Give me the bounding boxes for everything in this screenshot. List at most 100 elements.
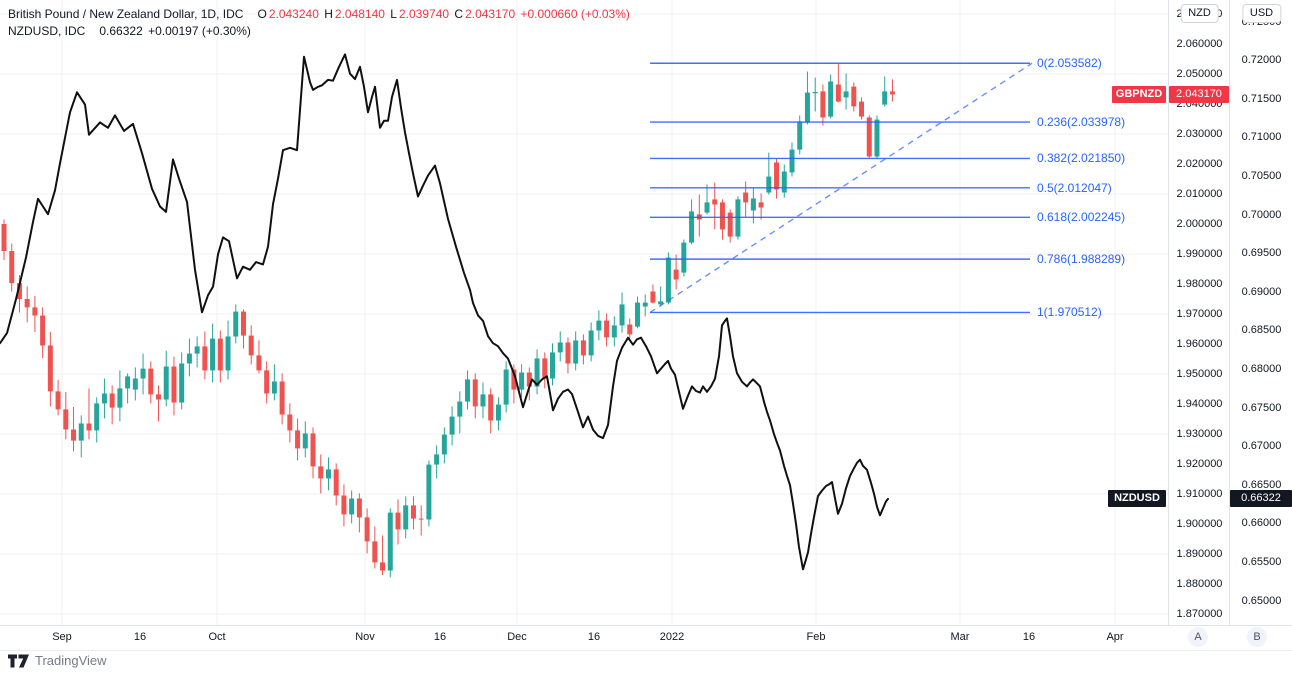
price-tick-label: 1.900000	[1176, 517, 1223, 530]
candle-down	[526, 372, 532, 387]
candle-down	[727, 212, 733, 237]
candle-down	[511, 369, 517, 390]
fib-level-label: 0.236(2.033978)	[1037, 115, 1126, 130]
price-scale-nzdusd[interactable]: 0.725000.720000.715000.710000.705000.700…	[1229, 0, 1292, 650]
candle-down	[851, 86, 857, 107]
candle-down	[743, 192, 749, 203]
candle-down	[295, 430, 301, 449]
candle-down	[372, 541, 378, 563]
time-tick-label: Nov	[355, 631, 375, 643]
price-tick-label: 2.050000	[1176, 67, 1223, 80]
candle-down	[418, 518, 424, 520]
time-axis[interactable]: Sep 16 Oct Nov 16 Dec 16 2022 Feb Mar 16 Apr	[0, 625, 1292, 651]
candle-down	[410, 505, 416, 519]
candle-up	[503, 369, 509, 405]
price-tick-label: 1.870000	[1176, 607, 1223, 620]
candle-up	[302, 433, 308, 449]
price-tick-label: 0.70500	[1241, 169, 1282, 182]
candle-down	[156, 394, 162, 400]
price-tick-label: 1.990000	[1176, 247, 1223, 260]
candle-up	[634, 302, 640, 327]
fib-level-label: 1(1.970512)	[1037, 305, 1102, 320]
price-tick-label: 0.67000	[1241, 440, 1282, 453]
nzdusd-price-badge: 0.66322	[1230, 490, 1292, 508]
candle-down	[109, 393, 115, 408]
candle-up	[789, 149, 795, 173]
candle-up	[588, 330, 594, 356]
price-tick-label: 1.890000	[1176, 547, 1223, 560]
candle-up	[179, 363, 185, 403]
price-tick-label: 0.68500	[1241, 324, 1282, 337]
candle-down	[333, 469, 339, 496]
candle-down	[758, 202, 764, 208]
candle-up	[325, 469, 331, 479]
candle-up	[186, 353, 192, 364]
price-tick-label: 2.010000	[1176, 187, 1223, 200]
candle-down	[171, 366, 177, 403]
candle-down	[604, 320, 610, 338]
fib-level-label: 0(2.053582)	[1037, 56, 1102, 71]
scale-mode-b-button[interactable]: B	[1247, 627, 1267, 647]
candle-up	[449, 416, 455, 435]
fib-level-label: 0.382(2.021850)	[1037, 151, 1126, 166]
candle-up	[233, 311, 239, 337]
candle-up	[465, 379, 471, 402]
candle-up	[573, 340, 579, 364]
candle-down	[820, 91, 826, 118]
candle-down	[889, 91, 895, 95]
price-tick-label: 1.910000	[1176, 487, 1223, 500]
price-tick-label: 0.72000	[1241, 54, 1282, 67]
candle-down	[310, 433, 316, 467]
candle-down	[364, 517, 370, 542]
candle-down	[673, 269, 679, 280]
candle-down	[774, 162, 780, 190]
candle-up	[681, 242, 687, 273]
candle-up	[735, 199, 741, 237]
candle-up	[550, 352, 556, 379]
candle-up	[403, 505, 409, 530]
candle-up	[132, 378, 138, 390]
candle-up	[658, 301, 664, 305]
scale-mode-a-button[interactable]: A	[1188, 627, 1208, 647]
candle-down	[866, 117, 872, 157]
candle-up	[163, 366, 169, 400]
price-scale-gbpnzd[interactable]: 2.0700002.0600002.0500002.0400002.030000…	[1168, 0, 1230, 650]
candle-up	[480, 394, 486, 407]
candle-up	[750, 198, 756, 211]
candle-down	[565, 342, 571, 364]
candle-up	[225, 336, 231, 371]
time-tick-label: Apr	[1106, 631, 1124, 643]
price-tick-label: 1.880000	[1176, 577, 1223, 590]
tradingview-attribution[interactable]: TradingView	[8, 653, 107, 668]
candle-up	[457, 401, 463, 417]
candle-up	[349, 498, 355, 515]
candle-down	[32, 307, 38, 316]
candle-up	[125, 376, 131, 389]
nzdusd-line-series[interactable]	[0, 53, 889, 571]
price-tick-label: 1.980000	[1176, 277, 1223, 290]
candle-down	[217, 338, 223, 371]
price-tick-label: 1.960000	[1176, 337, 1223, 350]
candle-down	[287, 414, 293, 431]
candle-up	[874, 119, 880, 157]
price-tick-label: 0.66500	[1241, 478, 1282, 491]
price-tick-label: 1.940000	[1176, 397, 1223, 410]
candle-down	[580, 340, 586, 356]
candle-down	[148, 368, 154, 395]
time-tick-label: 16	[1022, 631, 1036, 643]
price-chart-canvas[interactable]	[0, 0, 1168, 625]
currency-toggle-usd[interactable]: USD	[1241, 4, 1282, 23]
candle-up	[441, 434, 447, 455]
candle-down	[1, 224, 7, 251]
price-tick-label: 0.69500	[1241, 247, 1282, 260]
candle-down	[627, 324, 633, 335]
candle-up	[101, 393, 107, 404]
candle-up	[534, 358, 540, 387]
currency-toggle-nzd[interactable]: NZD	[1180, 4, 1219, 23]
candle-up	[94, 403, 100, 431]
price-tick-label: 0.67500	[1241, 401, 1282, 414]
time-tick-label: 16	[433, 631, 447, 643]
candle-up	[665, 257, 671, 303]
candle-down	[719, 202, 725, 230]
